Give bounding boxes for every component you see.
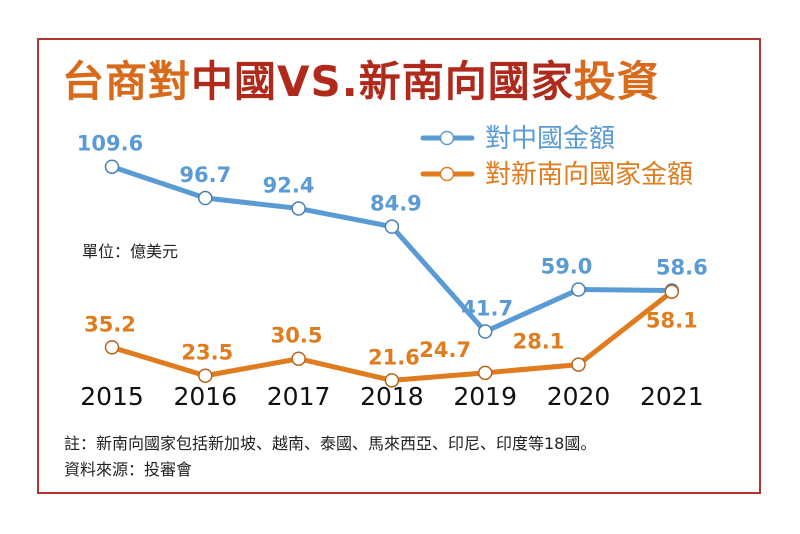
- legend-marker-newsouth: [439, 166, 455, 182]
- data-label-newsouth-2019: 24.7: [419, 338, 471, 362]
- data-point-newsouth-2018: [384, 373, 400, 388]
- title-part-2: 中國VS.新南向國家: [191, 57, 574, 106]
- unit-label: 單位：億美元: [82, 242, 179, 261]
- chart-frame: [37, 38, 761, 494]
- x-tick-label-2018: 2018: [360, 382, 424, 411]
- chart-title: 台商對中國VS.新南向國家投資: [62, 52, 660, 112]
- data-label-newsouth-2015: 35.2: [84, 312, 136, 336]
- data-point-china-2016: [198, 190, 213, 206]
- data-point-newsouth-2021: [664, 284, 680, 299]
- data-point-china-2020: [571, 282, 586, 297]
- data-label-china-2020: 59.0: [541, 255, 593, 279]
- data-label-china-2021: 58.6: [656, 256, 708, 280]
- data-point-newsouth-2020: [571, 357, 586, 372]
- x-axis: 2015 2016 2017 2018 2019 2020 2021: [80, 382, 703, 411]
- data-point-newsouth-2015: [104, 340, 120, 355]
- x-tick-label-2017: 2017: [267, 382, 331, 411]
- legend-marker-china: [439, 130, 455, 146]
- x-tick-label-2015: 2015: [80, 382, 144, 411]
- data-label-china-2015: 109.6: [77, 132, 143, 156]
- data-point-newsouth-2016: [198, 368, 213, 383]
- x-tick-label-2019: 2019: [453, 382, 517, 411]
- source-note: 資料來源：投審會: [64, 460, 193, 479]
- series-layer: 109.6 96.7 92.4 84.9 41.7 59.0 58.6 35.2 23.5 30.…: [77, 132, 708, 388]
- data-label-china-2017: 92.4: [263, 173, 315, 197]
- data-label-newsouth-2016: 23.5: [181, 341, 233, 365]
- data-point-china-2018: [384, 219, 400, 234]
- data-point-china-2017: [291, 201, 306, 216]
- x-tick-label-2016: 2016: [173, 382, 237, 411]
- data-point-china-2019: [477, 324, 493, 339]
- x-tick-label-2020: 2020: [547, 382, 611, 411]
- data-point-china-2015: [104, 159, 120, 174]
- legend-label-newsouth: 對新南向國家金額: [485, 160, 693, 190]
- data-label-newsouth-2021: 58.1: [646, 309, 698, 333]
- x-tick-label-2021: 2021: [640, 382, 704, 411]
- title-part-1: 台商對: [62, 57, 192, 106]
- data-point-newsouth-2017: [291, 351, 306, 366]
- data-label-newsouth-2020: 28.1: [513, 330, 565, 354]
- data-label-newsouth-2017: 30.5: [271, 324, 323, 348]
- footnote: 註：新南向國家包括新加坡、越南、泰國、馬來西亞、印尼、印度等18國。: [64, 434, 597, 453]
- data-label-china-2016: 96.7: [179, 163, 231, 187]
- data-label-china-2018: 84.9: [370, 192, 422, 216]
- title-part-3: 投資: [573, 57, 660, 106]
- data-label-newsouth-2018: 21.6: [368, 345, 420, 369]
- data-point-newsouth-2019: [477, 365, 493, 381]
- legend-label-china: 對中國金額: [485, 124, 615, 154]
- data-label-china-2019: 41.7: [461, 297, 513, 321]
